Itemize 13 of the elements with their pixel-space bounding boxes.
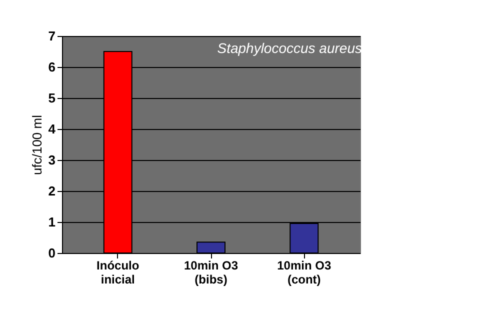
x-tick-label: 10min O3 (cont) (277, 258, 332, 286)
y-tick-label: 1 (48, 214, 56, 230)
x-tick-label: 10min O3 (bibs) (184, 258, 238, 286)
y-axis-title: ufc/100 ml (29, 114, 44, 175)
y-tick-label: 0 (48, 246, 56, 260)
y-tick-label: 5 (48, 90, 56, 106)
annotation: Staphylococcus aureus (217, 40, 362, 56)
x-tick-label: Inóculo inicial (96, 258, 140, 286)
y-tick-label: 6 (48, 60, 56, 74)
y-tick-label: 2 (48, 184, 56, 198)
y-tick-label: 3 (48, 152, 56, 168)
y-tick-label: 7 (48, 28, 56, 44)
y-tick-label: 4 (48, 122, 56, 136)
